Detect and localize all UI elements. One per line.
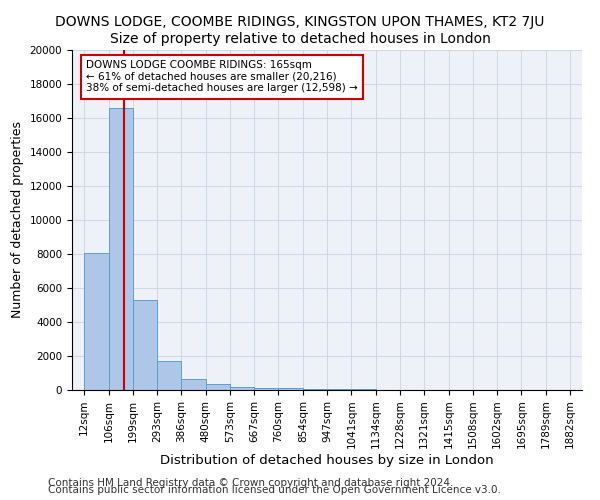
Bar	[303, 389, 327, 390]
Bar	[327, 389, 352, 390]
Bar	[84, 253, 109, 390]
Text: Contains public sector information licensed under the Open Government Licence v3: Contains public sector information licen…	[48, 485, 501, 495]
Bar	[278, 388, 303, 390]
X-axis label: Distribution of detached houses by size in London: Distribution of detached houses by size …	[160, 454, 494, 467]
Text: DOWNS LODGE, COOMBE RIDINGS, KINGSTON UPON THAMES, KT2 7JU: DOWNS LODGE, COOMBE RIDINGS, KINGSTON UP…	[55, 15, 545, 29]
Bar	[133, 300, 157, 390]
Y-axis label: Number of detached properties: Number of detached properties	[11, 122, 24, 318]
Bar	[181, 379, 206, 390]
Text: Size of property relative to detached houses in London: Size of property relative to detached ho…	[110, 32, 490, 46]
Text: DOWNS LODGE COOMBE RIDINGS: 165sqm
← 61% of detached houses are smaller (20,216): DOWNS LODGE COOMBE RIDINGS: 165sqm ← 61%…	[86, 60, 358, 94]
Bar	[230, 386, 254, 390]
Bar	[254, 388, 278, 390]
Bar	[109, 108, 133, 390]
Text: Contains HM Land Registry data © Crown copyright and database right 2024.: Contains HM Land Registry data © Crown c…	[48, 478, 454, 488]
Bar	[157, 361, 181, 390]
Bar	[206, 384, 230, 390]
